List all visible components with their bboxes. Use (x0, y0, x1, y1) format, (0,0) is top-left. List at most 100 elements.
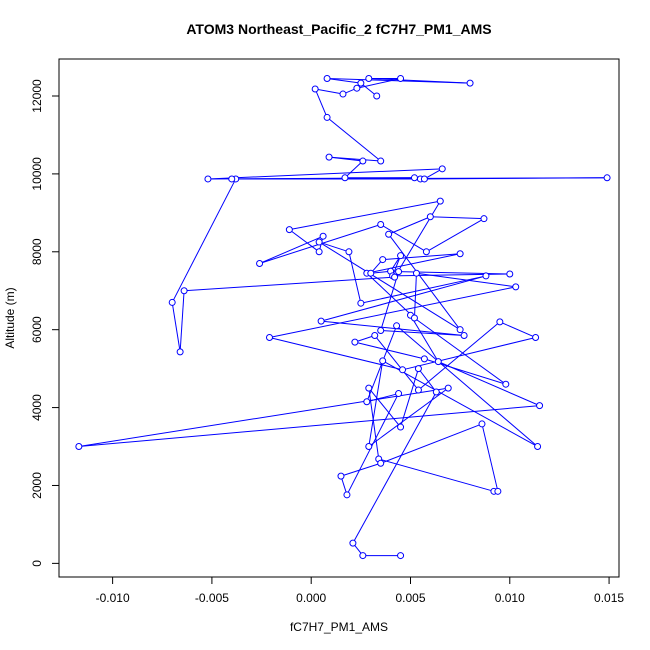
series-segment (344, 160, 364, 179)
data-point (365, 384, 373, 392)
data-point (410, 314, 418, 322)
data-point (456, 250, 464, 258)
series-segment (354, 341, 425, 360)
data-point (373, 92, 381, 100)
data-point (311, 85, 319, 93)
data-point (337, 472, 345, 480)
data-point (506, 270, 514, 278)
data-point (357, 79, 365, 87)
series-segment (394, 200, 441, 278)
data-point (176, 348, 184, 356)
series-segment (269, 336, 403, 371)
data-point (422, 248, 430, 256)
series-segment (321, 320, 465, 337)
data-point (228, 175, 236, 183)
series-segment (380, 423, 483, 464)
series-segment (368, 360, 384, 447)
data-point (397, 423, 405, 431)
y-tick-label: 6000 (30, 316, 44, 343)
data-point (285, 226, 293, 234)
data-point (323, 113, 331, 121)
data-point (603, 174, 611, 182)
series-segment (171, 178, 237, 303)
data-point (395, 268, 403, 276)
data-point (414, 386, 422, 394)
series-segment (318, 241, 461, 331)
series-segment (360, 275, 487, 304)
series-segment (382, 253, 461, 261)
data-point (532, 333, 540, 341)
series-segment (78, 387, 449, 448)
data-point (460, 332, 468, 340)
y-tick-label: 4000 (30, 394, 44, 421)
series-segment (289, 229, 320, 253)
data-point (343, 491, 351, 499)
data-point (363, 398, 371, 406)
data-point (444, 384, 452, 392)
x-tick-label: 0.005 (395, 591, 425, 605)
data-point (420, 175, 428, 183)
series-segment (340, 462, 381, 477)
series-segment (320, 275, 487, 322)
series-segment (380, 329, 465, 337)
y-tick-label: 2000 (30, 472, 44, 499)
x-tick-label: -0.010 (96, 591, 130, 605)
series-segment (326, 117, 382, 162)
series-segment (314, 88, 328, 118)
data-point (353, 84, 361, 92)
series-segment (402, 336, 536, 371)
series-segment (366, 253, 461, 274)
series-segment (352, 391, 437, 544)
data-point (502, 380, 510, 388)
data-point (466, 79, 474, 87)
series-segment (382, 360, 538, 447)
series-segment (269, 286, 516, 338)
data-point (482, 272, 490, 280)
data-point (512, 283, 520, 291)
data-point (534, 443, 542, 451)
data-point (436, 197, 444, 205)
series-segment (315, 88, 344, 95)
data-point (438, 165, 446, 173)
series-segment (392, 273, 510, 277)
series-segment (388, 233, 461, 330)
data-point (349, 539, 357, 547)
series-segment (366, 272, 415, 319)
data-point (168, 298, 176, 306)
data-point (365, 74, 373, 82)
data-point (420, 355, 428, 363)
data-point (480, 215, 488, 223)
y-tick-label: 12000 (30, 79, 44, 113)
data-point (357, 299, 365, 307)
data-point (456, 326, 464, 334)
data-point (339, 90, 347, 98)
data-point (536, 402, 544, 410)
series-segment (171, 302, 181, 352)
data-point (377, 221, 385, 229)
data-point (397, 252, 405, 260)
data-point (377, 459, 385, 467)
data-point (426, 213, 434, 221)
series-segment (410, 314, 507, 385)
data-point (412, 269, 420, 277)
data-point (265, 333, 273, 341)
series-segment (327, 77, 361, 84)
series-segment (430, 216, 484, 220)
series-segment (418, 368, 437, 393)
series-segment (78, 405, 540, 448)
data-point (317, 317, 325, 325)
x-axis: -0.010 -0.005 0.000 0.005 0.010 0.015 (96, 576, 624, 605)
data-point (365, 443, 373, 451)
series-segment (380, 271, 400, 331)
series-points (75, 74, 611, 560)
y-tick-label: 8000 (30, 238, 44, 265)
data-point (315, 238, 323, 246)
data-point (393, 322, 401, 330)
data-point (434, 358, 442, 366)
series-segment (378, 458, 495, 492)
series-segment (348, 251, 362, 304)
series-segment (374, 335, 419, 391)
y-axis-label: Altitude (m) (3, 287, 17, 348)
series-segment (388, 216, 431, 235)
x-tick-label: 0.010 (495, 591, 525, 605)
